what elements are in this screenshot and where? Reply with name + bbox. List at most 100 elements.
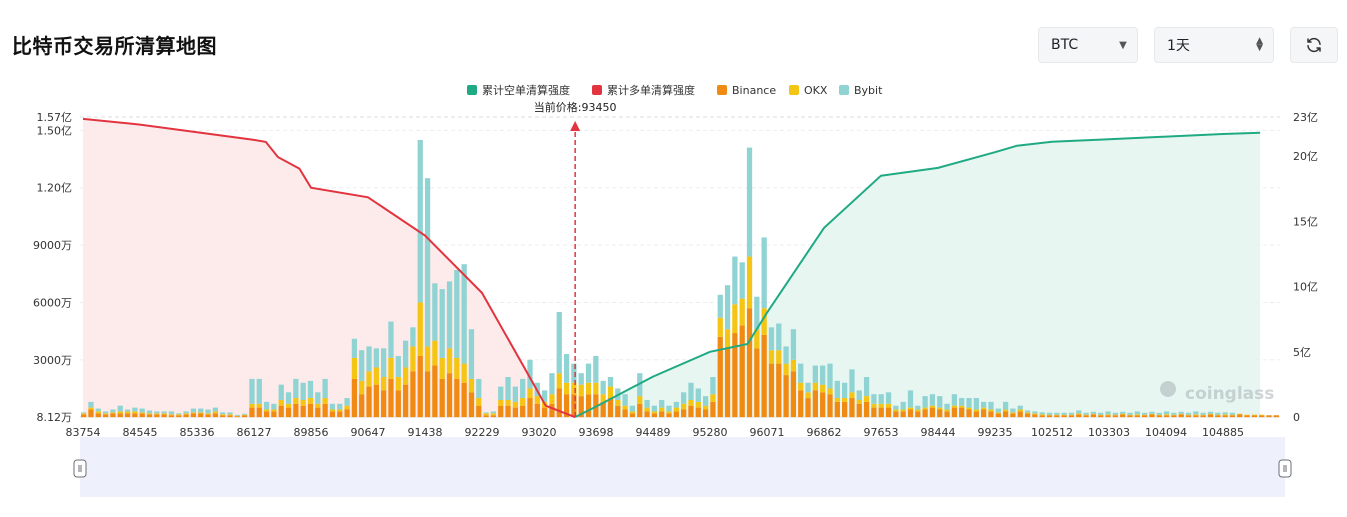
bar-binance (644, 411, 650, 418)
bar-bybit (329, 403, 336, 410)
bar-bybit (315, 392, 321, 404)
bar-okx (81, 413, 87, 415)
bar-binance (1222, 415, 1228, 418)
bar-okx (366, 371, 372, 387)
bar-binance (139, 413, 145, 418)
bar-bybit (768, 327, 775, 351)
bar-binance (468, 392, 475, 418)
bar-binance (1127, 415, 1133, 418)
bar-binance (337, 411, 343, 418)
bar-bybit (563, 354, 570, 383)
bar-okx (527, 388, 533, 399)
bar-bybit (424, 178, 431, 347)
bar-okx (161, 413, 167, 415)
slider-left-handle[interactable] (73, 459, 87, 478)
bar-bybit (1076, 410, 1082, 414)
bar-binance (710, 401, 716, 418)
legend-swatch (717, 85, 727, 95)
bar-bybit (951, 394, 958, 406)
bar-binance (1024, 413, 1031, 418)
bar-okx (966, 407, 972, 410)
bar-okx (139, 412, 145, 414)
range-slider[interactable] (73, 437, 1292, 497)
legend-item: 累计空单清算强度 (467, 83, 570, 97)
period-select[interactable]: 1天 ▲ ▼ (1154, 27, 1274, 63)
bar-okx (900, 409, 906, 412)
bar-okx (329, 409, 336, 412)
bar-okx (293, 398, 299, 404)
watermark-text: coinglass (1185, 384, 1274, 404)
bar-okx (754, 329, 760, 349)
bar-okx (856, 399, 862, 404)
bar-okx (256, 403, 262, 408)
bar-binance (344, 409, 350, 418)
bar-bybit (95, 408, 101, 412)
bar-bybit (842, 382, 848, 399)
bar-okx (1054, 414, 1060, 416)
slider-track[interactable] (80, 437, 1285, 497)
bar-binance (183, 414, 189, 418)
bar-binance (454, 378, 460, 418)
bar-bybit (1193, 411, 1199, 415)
x-tick-label: 97653 (864, 426, 899, 439)
bar-bybit (439, 289, 445, 358)
x-tick-label: 99235 (978, 426, 1013, 439)
bar-binance (432, 365, 438, 418)
bar-bybit (988, 401, 994, 410)
bar-bybit (373, 348, 379, 368)
bar-binance (585, 394, 592, 418)
y-left-tick-label: 3000万 (33, 354, 72, 367)
bar-bybit (1156, 412, 1162, 415)
bar-bybit (929, 394, 936, 406)
bar-binance (1120, 414, 1126, 418)
bar-bybit (542, 390, 548, 402)
bar-binance (827, 394, 833, 418)
bar-bybit (212, 407, 218, 412)
bar-binance (798, 390, 804, 418)
bar-okx (922, 407, 928, 410)
legend-label: OKX (804, 84, 828, 97)
bar-okx (607, 386, 614, 399)
caret-down-icon: ▼ (1119, 39, 1127, 51)
bar-binance (381, 390, 387, 418)
bar-bybit (959, 398, 965, 406)
bar-binance (937, 409, 943, 418)
bar-bybit (132, 407, 138, 412)
bar-okx (812, 382, 818, 391)
bar-binance (1244, 415, 1250, 418)
bar-binance (1046, 415, 1053, 418)
refresh-icon (1307, 37, 1321, 53)
bar-bybit (827, 363, 833, 389)
bar-binance (1076, 414, 1082, 418)
bar-bybit (732, 256, 738, 305)
bar-bybit (468, 329, 475, 379)
bar-binance (161, 414, 167, 418)
bar-okx (227, 414, 233, 416)
bar-binance (1054, 415, 1060, 418)
bar-binance (893, 411, 899, 418)
bar-okx (1142, 414, 1148, 416)
bar-okx (681, 403, 687, 410)
y-right-tick-label: 10亿 (1293, 281, 1318, 294)
bar-okx (717, 317, 723, 337)
bar-binance (527, 398, 533, 418)
bar-binance (498, 405, 504, 418)
bar-okx (724, 329, 731, 349)
legend-label: Bybit (854, 84, 883, 97)
bar-binance (307, 403, 314, 418)
bar-bybit (278, 384, 284, 400)
bar-bybit (607, 377, 614, 387)
bar-okx (512, 401, 518, 408)
bar-bybit (498, 386, 504, 400)
refresh-button[interactable] (1290, 27, 1338, 63)
bar-okx (1207, 413, 1214, 415)
bar-okx (1061, 414, 1067, 416)
legend-item: OKX (789, 84, 828, 97)
bar-bybit (307, 380, 314, 399)
bar-okx (1229, 414, 1236, 416)
y-left-tick-label: 9000万 (33, 239, 72, 252)
slider-right-handle[interactable] (1278, 459, 1292, 478)
y-right-tick-label: 5亿 (1293, 346, 1311, 359)
bar-binance (681, 409, 687, 418)
coin-select[interactable]: BTC ▼ (1038, 27, 1138, 63)
